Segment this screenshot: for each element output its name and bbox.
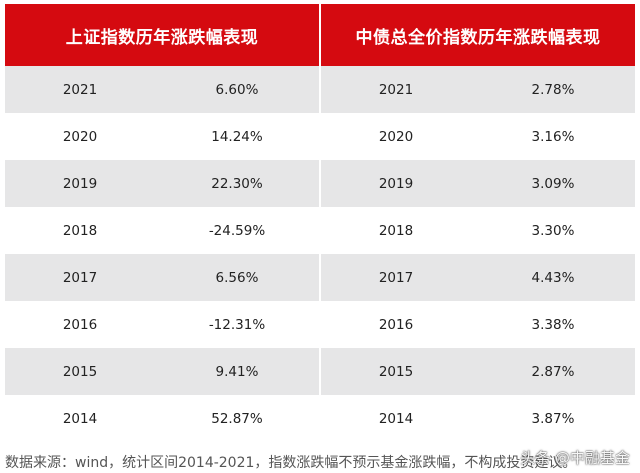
year-cell: 2017: [378, 269, 414, 286]
year-cell: 2018: [378, 222, 414, 239]
table-row: 2014 3.87%: [321, 395, 635, 442]
year-cell: 2021: [62, 81, 98, 98]
change-cell: 9.41%: [215, 363, 259, 380]
year-cell: 2016: [378, 316, 414, 333]
table-row: 2021 2.78%: [321, 66, 635, 113]
year-cell: 2019: [62, 175, 98, 192]
year-cell: 2020: [378, 128, 414, 145]
change-cell: 3.09%: [531, 175, 575, 192]
change-cell: 6.56%: [215, 269, 259, 286]
table-row: 2019 3.09%: [321, 160, 635, 207]
table-row: 2016 3.38%: [321, 301, 635, 348]
sse-table-header: 上证指数历年涨跌幅表现: [5, 4, 319, 66]
table-row: 2015 2.87%: [321, 348, 635, 395]
change-cell: 6.60%: [215, 81, 259, 98]
change-cell: -12.31%: [208, 316, 266, 333]
sse-index-table: 上证指数历年涨跌幅表现 2021 6.60% 2020 14.24% 2019 22.…: [5, 4, 319, 442]
table-row: 2015 9.41%: [5, 348, 319, 395]
table-row: 2017 4.43%: [321, 254, 635, 301]
change-cell: 2.87%: [531, 363, 575, 380]
change-cell: 4.43%: [531, 269, 575, 286]
year-cell: 2015: [62, 363, 98, 380]
sse-table-body: 2021 6.60% 2020 14.24% 2019 22.30% 2018 -24.…: [5, 66, 319, 442]
table-row: 2019 22.30%: [5, 160, 319, 207]
year-cell: 2015: [378, 363, 414, 380]
change-cell: 3.16%: [531, 128, 575, 145]
year-cell: 2016: [62, 316, 98, 333]
change-cell: -24.59%: [208, 222, 266, 239]
data-source-footnote: 数据来源：wind，统计区间2014-2021，指数涨跌幅不预示基金涨跌幅，不构…: [5, 455, 577, 471]
year-cell: 2019: [378, 175, 414, 192]
table-row: 2018 -24.59%: [5, 207, 319, 254]
change-cell: 3.38%: [531, 316, 575, 333]
change-cell: 14.24%: [211, 128, 263, 145]
change-cell: 3.30%: [531, 222, 575, 239]
table-row: 2014 52.87%: [5, 395, 319, 442]
change-cell: 22.30%: [211, 175, 263, 192]
table-row: 2016 -12.31%: [5, 301, 319, 348]
watermark: 头条 @中融基金: [520, 449, 630, 467]
year-cell: 2014: [62, 410, 98, 427]
change-cell: 3.87%: [531, 410, 575, 427]
change-cell: 2.78%: [531, 81, 575, 98]
table-row: 2020 14.24%: [5, 113, 319, 160]
year-cell: 2020: [62, 128, 98, 145]
year-cell: 2018: [62, 222, 98, 239]
year-cell: 2017: [62, 269, 98, 286]
table-row: 2017 6.56%: [5, 254, 319, 301]
table-row: 2021 6.60%: [5, 66, 319, 113]
year-cell: 2021: [378, 81, 414, 98]
china-bond-index-table: 中债总全价指数历年涨跌幅表现 2021 2.78% 2020 3.16% 2019 3…: [321, 4, 635, 442]
year-cell: 2014: [378, 410, 414, 427]
change-cell: 52.87%: [211, 410, 263, 427]
bond-table-body: 2021 2.78% 2020 3.16% 2019 3.09% 2018 3.30% …: [321, 66, 635, 442]
table-row: 2020 3.16%: [321, 113, 635, 160]
table-row: 2018 3.30%: [321, 207, 635, 254]
bond-table-header: 中债总全价指数历年涨跌幅表现: [321, 4, 635, 66]
